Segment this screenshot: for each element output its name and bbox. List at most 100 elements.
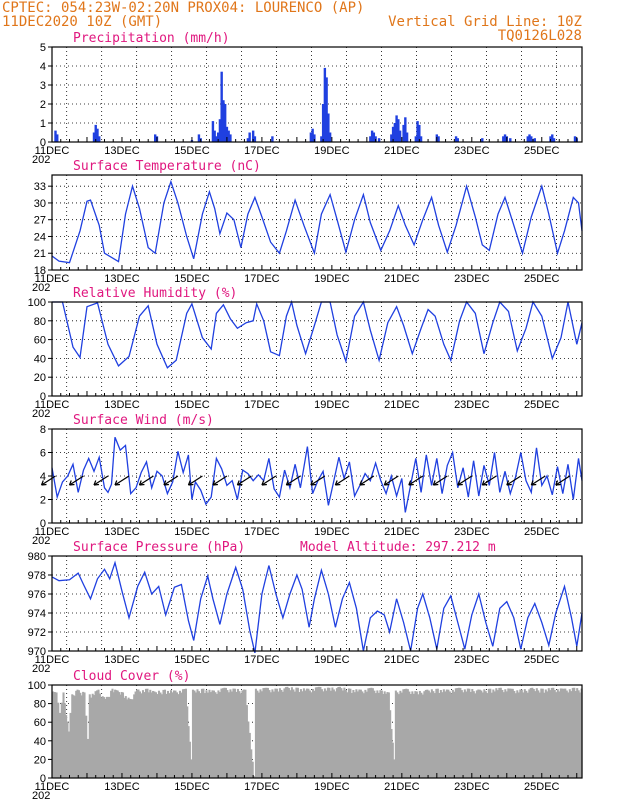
cloud-bar	[474, 693, 477, 778]
cloud-bar	[460, 690, 463, 778]
wind-arrowhead	[212, 480, 218, 486]
cloud-bar	[197, 691, 200, 778]
precip-bar	[98, 136, 101, 142]
cloud-bar	[439, 690, 442, 778]
cloud-bar	[316, 687, 319, 778]
cloud-bar	[101, 696, 104, 778]
wind-arrowhead	[40, 480, 47, 486]
cloud-bar	[157, 690, 161, 778]
wind-arrowhead	[506, 480, 512, 486]
cloud-bar	[143, 692, 146, 778]
cloud-bar	[543, 692, 546, 778]
cloud-bar	[484, 691, 487, 778]
y-tick-label: 8	[40, 424, 46, 436]
y-tick-label: 0	[40, 391, 46, 403]
cloud-bar	[540, 688, 543, 778]
cloud-bar	[368, 688, 371, 778]
y-tick-label: 972	[28, 627, 46, 639]
precip-bar	[325, 77, 328, 142]
cloud-bar	[311, 688, 314, 778]
cloud-bar	[522, 692, 525, 778]
cloud-bar	[86, 738, 90, 778]
precip-bar	[215, 136, 218, 142]
x-tick-label: 23DEC	[454, 526, 490, 538]
cloud-bar	[516, 690, 519, 778]
precip-bar	[223, 104, 227, 142]
cloud-bar	[183, 688, 186, 778]
y-tick-label: 100	[28, 680, 46, 692]
precip-bar	[320, 136, 323, 142]
wind-arrow	[408, 475, 424, 486]
precip-bar	[251, 130, 255, 142]
cloud-bar	[340, 688, 343, 778]
wind-arrowhead	[187, 480, 194, 486]
x-tick-label: 25DEC	[524, 145, 560, 157]
cloud-bar	[191, 689, 194, 778]
cloud-bar	[227, 692, 230, 778]
cloud-bar	[552, 687, 555, 778]
cloud-bar	[103, 697, 106, 778]
cloud-bar	[188, 741, 191, 778]
cloud-bar	[169, 690, 173, 778]
precip-bar	[327, 113, 330, 142]
cloud-bar	[347, 688, 350, 778]
precip-bar	[323, 67, 327, 142]
cloud-bar	[400, 692, 403, 778]
cloud-bar	[304, 690, 307, 778]
model-code: TQ0126L028	[498, 28, 582, 44]
cloud-bar	[126, 699, 129, 778]
cloud-bar	[177, 694, 180, 778]
series-line	[52, 299, 583, 369]
cloud-bar	[361, 691, 364, 778]
cloud-bar	[245, 705, 248, 778]
cloud-bar	[519, 689, 522, 778]
cloud-bar	[265, 687, 268, 778]
panel-subtitle: Model Altitude: 297.212 m	[300, 540, 496, 555]
cloud-bar	[259, 689, 262, 778]
wind-arrowhead	[432, 480, 439, 486]
station-header: CPTEC: 054:23W-02:20N PROX04: LOURENCO (…	[2, 0, 364, 16]
x-tick-label: 11DEC	[35, 273, 70, 285]
cloud-bar	[248, 732, 251, 778]
cloud-bar	[408, 691, 411, 778]
cloud-bar	[209, 692, 212, 778]
wind-arrow	[555, 475, 571, 486]
cloud-bar	[349, 688, 352, 778]
cloud-bar	[200, 688, 203, 778]
x-tick-label: 19DEC	[314, 781, 350, 793]
cloud-bar	[429, 692, 432, 778]
precip-bar	[393, 123, 397, 142]
wind-arrowhead	[138, 480, 145, 486]
cloud-bar	[535, 688, 538, 778]
cloud-bar	[224, 687, 227, 778]
cloud-bar	[186, 706, 189, 778]
wind-arrowhead	[261, 480, 267, 486]
cloud-bar	[120, 691, 123, 778]
cloud-bar	[411, 691, 414, 778]
y-tick-label: 5	[40, 42, 46, 54]
x-tick-label: 19DEC	[314, 654, 350, 666]
cloud-bar	[498, 687, 501, 778]
precip-bar	[216, 132, 220, 142]
precip-bar	[395, 115, 398, 142]
y-tick-label: 60	[34, 335, 46, 347]
x-tick-label: 17DEC	[244, 781, 280, 793]
wind-arrow	[457, 475, 473, 486]
cloud-bar	[387, 692, 390, 778]
cloud-bar	[376, 690, 379, 778]
cloud-bar	[115, 690, 118, 778]
cloud-bar	[203, 693, 206, 778]
cloud-bar	[292, 689, 295, 778]
cloud-bar	[69, 712, 72, 778]
series-line	[51, 179, 583, 264]
cloud-bar	[91, 693, 94, 778]
cloud-bar	[426, 689, 429, 778]
precip-bar	[309, 132, 313, 142]
run-datetime: 11DEC2020 10Z (GMT)	[2, 14, 162, 30]
x-tick-label: 13DEC	[104, 273, 140, 285]
y-tick-label: 40	[34, 736, 46, 748]
cloud-bar	[493, 691, 496, 778]
cloud-bar	[415, 691, 418, 778]
cloud-bar	[83, 692, 86, 778]
cloud-bar	[562, 688, 565, 778]
